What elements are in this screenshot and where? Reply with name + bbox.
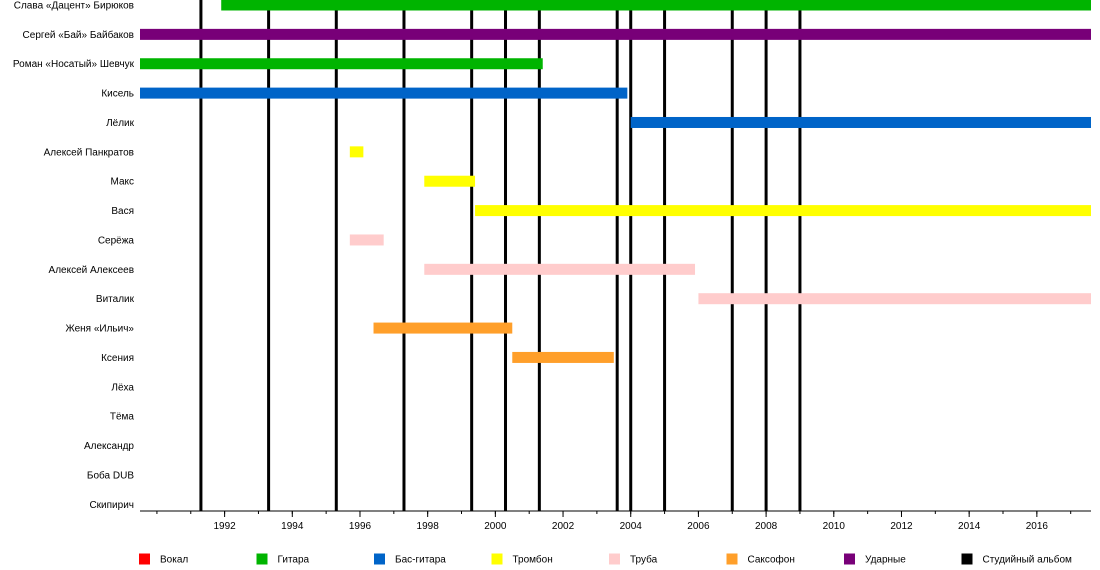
legend-label: Труба bbox=[630, 554, 658, 566]
x-tick-label: 2016 bbox=[1026, 521, 1049, 532]
member-label: Лёха bbox=[111, 382, 134, 393]
member-label: Ксения bbox=[101, 353, 134, 364]
legend-label: Тромбон bbox=[513, 554, 553, 566]
member-label: Слава «Дацент» Бирюков bbox=[14, 1, 134, 12]
member-bar bbox=[512, 351, 614, 363]
x-tick-label: 1992 bbox=[213, 521, 236, 532]
member-label: Серёжа bbox=[98, 235, 135, 246]
member-label: Вася bbox=[111, 206, 134, 217]
member-labels: Слава «Дацент» Бирюков Сергей «Бай» Байба… bbox=[13, 1, 135, 511]
member-label: Женя «Ильич» bbox=[65, 324, 134, 335]
legend-swatch bbox=[256, 553, 268, 565]
legend-swatch bbox=[961, 553, 973, 565]
member-label: Кисель bbox=[101, 89, 134, 100]
x-tick-label: 2014 bbox=[958, 521, 981, 532]
member-bar bbox=[630, 116, 1091, 128]
x-tick-label: 2008 bbox=[755, 521, 778, 532]
x-tick-label: 2012 bbox=[890, 521, 913, 532]
x-tick-label: 1994 bbox=[281, 521, 304, 532]
legend-label: Вокал bbox=[160, 555, 188, 566]
x-tick-label: 2010 bbox=[823, 521, 846, 532]
legend-swatch bbox=[374, 553, 385, 565]
legend-label: Бас-гитара bbox=[395, 555, 446, 566]
member-label: Скипирич bbox=[89, 500, 134, 511]
member-label: Роман «Носатый» Шевчук bbox=[13, 59, 135, 70]
member-label: Алексей Алексеев bbox=[49, 265, 134, 276]
legend-swatch bbox=[139, 553, 150, 565]
legend-swatch bbox=[844, 553, 855, 565]
member-bar bbox=[140, 87, 628, 99]
member-bar bbox=[349, 146, 364, 158]
legend-label: Саксофон bbox=[748, 554, 795, 566]
member-label: Александр bbox=[84, 441, 134, 452]
member-bar bbox=[140, 58, 543, 70]
member-bar bbox=[373, 322, 513, 334]
member-bar bbox=[698, 293, 1091, 305]
member-bar bbox=[140, 28, 1091, 40]
member-label: Алексей Панкратов bbox=[44, 147, 134, 158]
member-bar bbox=[349, 234, 384, 246]
x-tick-label: 2004 bbox=[620, 521, 643, 532]
member-bar bbox=[475, 205, 1092, 217]
member-label: Лёлик bbox=[106, 118, 135, 129]
x-tick-label: 1998 bbox=[417, 521, 440, 532]
member-label: Виталик bbox=[96, 294, 135, 305]
x-axis: 1992 1994 1996 1998 2000 2002 2004 2006 2008 2010… bbox=[140, 510, 1091, 532]
legend-swatch bbox=[491, 553, 503, 565]
member-label: Сергей «Бай» Байбаков bbox=[23, 29, 134, 41]
legend: Вокал Гитара Бас-гитара Тромбон Труба Саксофо… bbox=[139, 553, 1073, 566]
member-bars bbox=[140, 0, 1092, 363]
legend-label: Гитара bbox=[278, 555, 310, 566]
x-tick-label: 2002 bbox=[552, 521, 575, 532]
legend-swatch bbox=[726, 553, 738, 565]
member-bar bbox=[221, 0, 1092, 11]
member-bar bbox=[424, 263, 696, 275]
legend-swatch bbox=[609, 553, 620, 565]
member-label: Тёма bbox=[110, 412, 135, 423]
x-tick-label: 2006 bbox=[687, 521, 710, 532]
member-label: Макс bbox=[111, 177, 135, 188]
member-label: Боба DUB bbox=[87, 469, 134, 481]
member-bar bbox=[424, 175, 476, 187]
legend-label: Ударные bbox=[865, 555, 906, 566]
album-lines bbox=[199, 0, 802, 511]
legend-label: Студийный альбом bbox=[983, 554, 1073, 566]
x-tick-label: 2000 bbox=[484, 521, 507, 532]
x-tick-label: 1996 bbox=[349, 521, 372, 532]
